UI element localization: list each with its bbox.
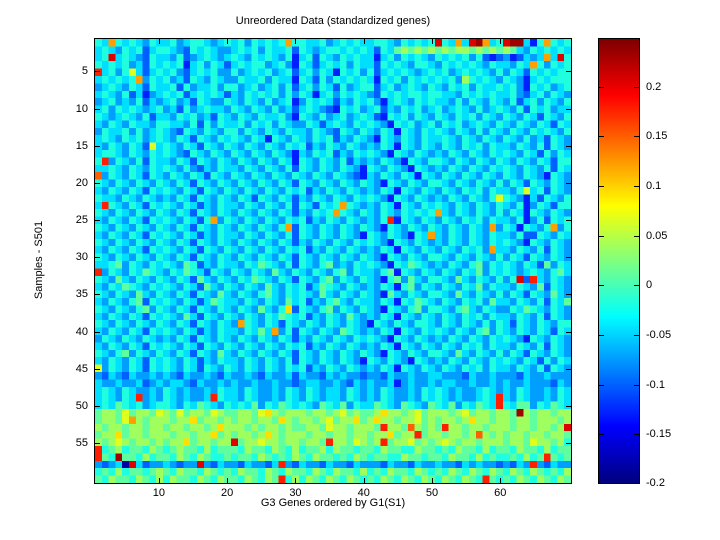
colorbar-tick-mark — [599, 186, 604, 187]
y-tick-mark — [95, 108, 100, 110]
x-tick-mark — [432, 39, 433, 44]
y-tick-label: 35 — [75, 288, 88, 301]
y-tick-mark — [95, 220, 100, 222]
colorbar-tick-mark — [599, 86, 604, 88]
x-tick-mark — [500, 39, 502, 44]
y-axis-label: Samples - S501 — [33, 220, 45, 300]
colorbar-tick-label: 0.1 — [646, 180, 662, 192]
colorbar-tick-mark — [599, 483, 604, 484]
x-tick-label: 50 — [425, 487, 439, 499]
colorbar-tick-mark — [634, 86, 639, 88]
x-tick-mark — [158, 478, 160, 483]
colorbar-tick-label: -0.2 — [646, 477, 665, 489]
y-tick-mark — [95, 331, 100, 333]
y-tick-mark — [95, 405, 100, 407]
x-tick-mark — [500, 478, 502, 483]
y-tick-label: 30 — [75, 251, 88, 264]
colorbar-canvas — [599, 39, 639, 483]
x-tick-label: 40 — [357, 487, 370, 499]
x-tick-mark — [363, 39, 365, 44]
y-tick-label: 5 — [81, 65, 88, 78]
y-tick-label: 25 — [75, 214, 88, 227]
y-tick-mark — [566, 443, 571, 445]
colorbar-tick-mark — [634, 434, 639, 436]
colorbar-tick-mark — [634, 235, 639, 237]
y-tick-mark — [95, 257, 100, 259]
x-tick-mark — [227, 478, 229, 483]
y-tick-mark — [566, 294, 571, 296]
x-tick-mark — [295, 39, 297, 44]
x-tick-mark — [158, 39, 160, 44]
x-tick-mark — [227, 39, 229, 44]
colorbar-tick-mark — [599, 136, 604, 138]
colorbar-tick-mark — [634, 136, 639, 138]
y-tick-label: 50 — [75, 399, 88, 412]
x-tick-label: 30 — [289, 487, 302, 499]
y-tick-label: 40 — [75, 325, 88, 338]
colorbar-tick-label: -0.05 — [646, 329, 672, 341]
y-tick-mark — [566, 145, 571, 147]
y-tick-label: 10 — [75, 102, 88, 115]
y-tick-mark — [566, 331, 571, 333]
colorbar-tick-mark — [634, 384, 639, 386]
colorbar-tick-label: 0.05 — [646, 229, 668, 242]
colorbar-tick-label: 0.2 — [646, 80, 662, 93]
y-tick-mark — [95, 443, 100, 445]
colorbar-tick-label: 0.15 — [646, 130, 668, 143]
x-tick-mark — [295, 478, 297, 483]
x-axis-label: G3 Genes ordered by G1(S1) — [260, 497, 406, 509]
y-tick-label: 15 — [75, 139, 88, 152]
colorbar-tick-mark — [599, 285, 604, 287]
y-tick-mark — [95, 294, 100, 296]
colorbar — [598, 38, 640, 484]
y-tick-mark — [566, 405, 571, 407]
colorbar-tick-mark — [599, 235, 604, 237]
chart-title: Unreordered Data (standardized genes) — [235, 15, 431, 27]
heatmap-canvas — [95, 39, 571, 483]
y-tick-mark — [566, 368, 571, 370]
y-tick-label: 20 — [75, 176, 88, 189]
y-tick-mark — [566, 71, 571, 73]
y-tick-mark — [95, 71, 100, 73]
plot-area — [94, 38, 572, 484]
x-tick-label: 10 — [152, 487, 165, 499]
y-tick-mark — [566, 108, 571, 110]
colorbar-tick-label: -0.1 — [646, 378, 665, 391]
y-tick-mark — [95, 145, 100, 147]
y-tick-mark — [95, 368, 100, 370]
x-tick-label: 20 — [221, 487, 234, 499]
colorbar-tick-label: 0 — [646, 279, 653, 292]
y-tick-label: 45 — [75, 362, 88, 375]
colorbar-tick-mark — [634, 186, 639, 187]
colorbar-tick-mark — [634, 335, 639, 336]
y-tick-mark — [95, 182, 100, 184]
colorbar-tick-mark — [599, 384, 604, 386]
colorbar-tick-label: -0.15 — [646, 428, 672, 441]
y-tick-mark — [566, 182, 571, 184]
x-tick-mark — [432, 478, 433, 483]
y-tick-mark — [566, 257, 571, 259]
colorbar-tick-mark — [634, 285, 639, 287]
x-tick-label: 60 — [494, 487, 507, 499]
colorbar-tick-mark — [599, 335, 604, 336]
y-tick-label: 55 — [75, 437, 88, 450]
colorbar-tick-mark — [634, 483, 639, 484]
x-tick-mark — [363, 478, 365, 483]
colorbar-tick-mark — [599, 434, 604, 436]
y-tick-mark — [566, 220, 571, 222]
